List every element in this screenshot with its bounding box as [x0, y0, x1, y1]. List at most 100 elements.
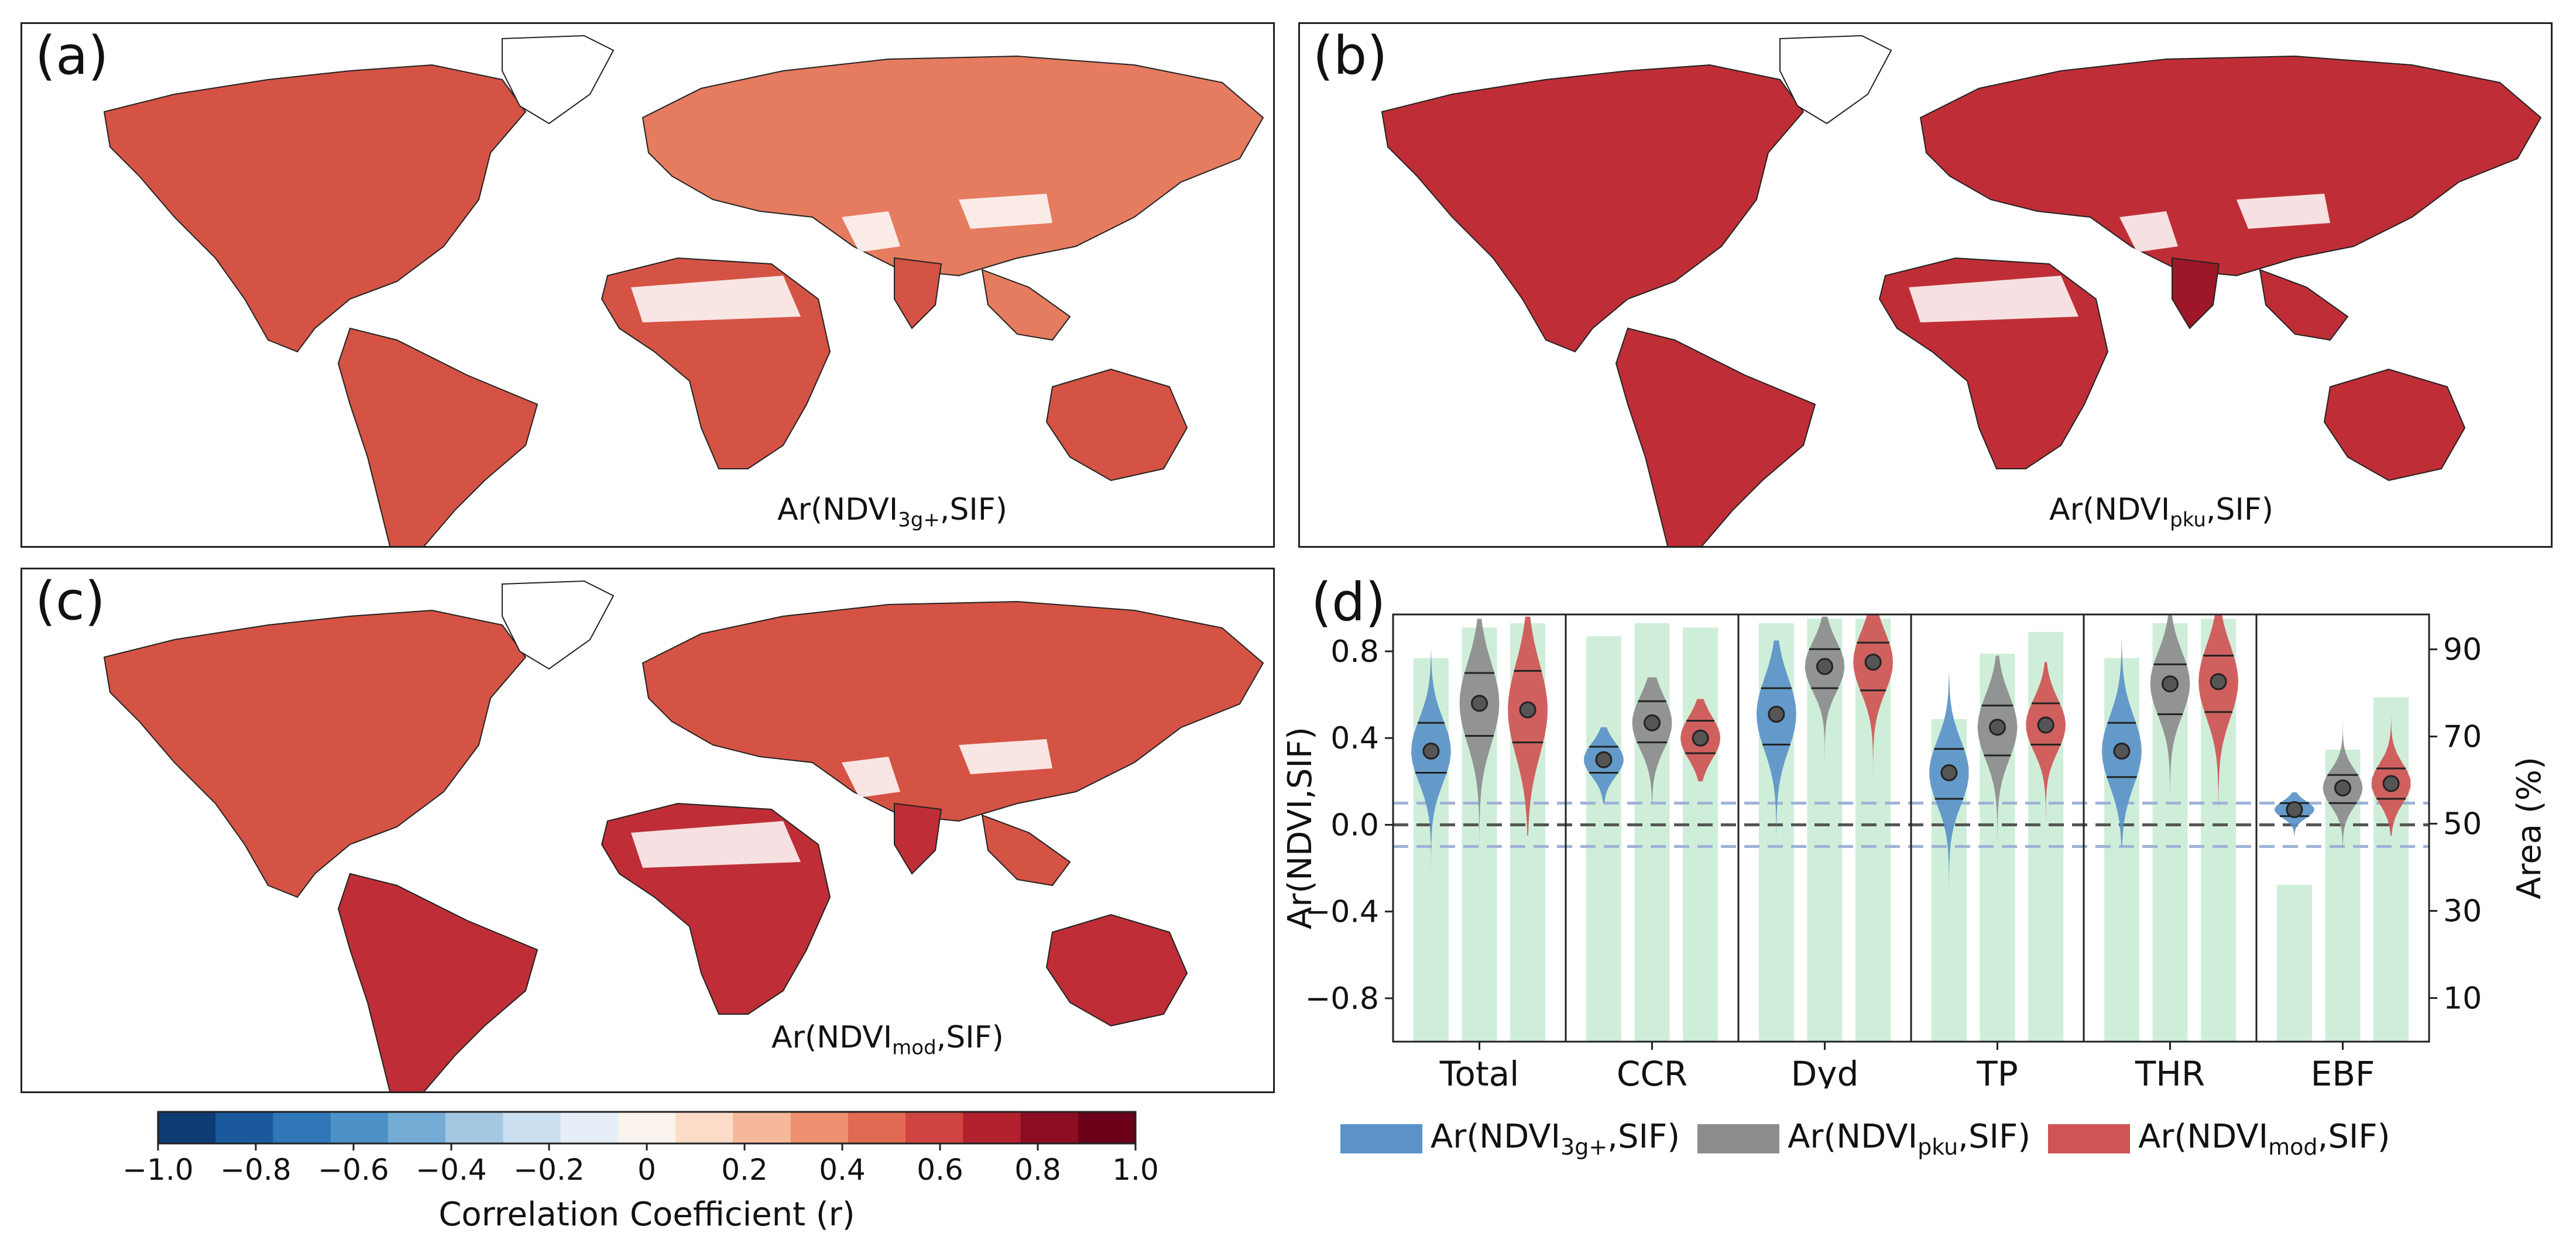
map-label-c: Ar(NDVImod,SIF) — [771, 1020, 1004, 1060]
colorbar-segment — [848, 1112, 906, 1143]
continent-se-asia — [981, 269, 1071, 341]
mean-marker — [2113, 742, 2131, 760]
map-panel-b: (b) Ar(NDVIpku,SIF) — [1298, 22, 2553, 548]
violin-body — [2198, 614, 2239, 814]
map-land-group — [103, 580, 1264, 1091]
continent-india — [894, 257, 942, 329]
y-tick-label: −0.4 — [1305, 895, 1379, 930]
mean-marker — [1940, 764, 1958, 782]
colorbar-tick-label: 0.4 — [819, 1153, 866, 1187]
colorbar-segment — [905, 1112, 963, 1143]
area-bar — [1586, 636, 1621, 1042]
colorbar-segment — [618, 1112, 676, 1143]
colorbar-segment — [503, 1112, 561, 1143]
continent-se-asia — [2259, 269, 2349, 341]
colorbar-segment — [330, 1112, 389, 1143]
mean-marker — [1989, 719, 2006, 736]
y-tick-label: 0.4 — [1330, 721, 1379, 756]
colorbar-label: Correlation Coefficient (r) — [438, 1196, 855, 1234]
continent-greenland — [1779, 35, 1892, 125]
x-tick-label: CCR — [1617, 1054, 1687, 1088]
violin-body — [2323, 705, 2363, 847]
legend-item-mod: Ar(NDVImod,SIF) — [2048, 1118, 2390, 1160]
legend-swatch-mod — [2048, 1124, 2131, 1154]
continent-greenland — [502, 580, 615, 670]
desert-1 — [842, 757, 900, 798]
colorbar-tick-label: −1.0 — [122, 1153, 193, 1187]
map-label-b: Ar(NDVIpku,SIF) — [2049, 492, 2274, 532]
desert-1 — [842, 211, 900, 252]
violin-body — [1632, 677, 1672, 803]
colorbar-segment — [733, 1112, 791, 1143]
colorbar-tick-label: 1.0 — [1112, 1153, 1159, 1187]
colorbar-tick-label: −0.8 — [220, 1153, 291, 1187]
area-bar — [2276, 884, 2312, 1042]
violin-body — [1929, 673, 1969, 901]
desert-2 — [959, 194, 1052, 229]
colorbar-tick-label: −0.2 — [513, 1153, 584, 1187]
y-axis-label: Ar(NDVI,SIF) — [1281, 727, 1319, 929]
continent-greenland — [502, 35, 615, 125]
mean-marker — [2334, 779, 2351, 796]
colorbar-segment — [963, 1112, 1021, 1143]
world-map-c — [103, 580, 1264, 1091]
y2-tick-label: 70 — [2443, 720, 2482, 755]
y-tick-label: 0.0 — [1330, 808, 1379, 843]
map-land-group — [1381, 35, 2542, 546]
legend-swatch-3g — [1340, 1124, 1422, 1154]
legend-label-3g: Ar(NDVI3g+,SIF) — [1431, 1118, 1680, 1160]
y2-tick-label: 30 — [2443, 894, 2482, 929]
mean-marker — [1422, 742, 1440, 760]
desert-1 — [2119, 211, 2178, 252]
legend-label-pku: Ar(NDVIpku,SIF) — [1788, 1118, 2031, 1160]
violin-body — [2150, 614, 2190, 825]
colorbar-segment — [1020, 1112, 1079, 1143]
violin-body — [1805, 616, 1845, 825]
continent-australia — [1045, 368, 1188, 482]
desert-2 — [959, 739, 1052, 774]
colorbar-segment — [215, 1112, 273, 1143]
map-land-group — [103, 35, 1264, 546]
mean-marker — [2162, 675, 2179, 693]
legend-item-3g: Ar(NDVI3g+,SIF) — [1340, 1118, 1680, 1160]
x-tick-label: THR — [2135, 1054, 2205, 1088]
x-tick-label: EBF — [2311, 1054, 2375, 1088]
mean-marker — [1816, 658, 1833, 675]
mean-marker — [2286, 801, 2303, 819]
panel-tag-b: (b) — [1313, 25, 1388, 87]
world-map-a — [103, 35, 1264, 546]
legend-swatch-pku — [1697, 1124, 1780, 1154]
y2-tick-label: 10 — [2443, 981, 2482, 1016]
mean-marker — [1519, 701, 1536, 719]
colorbar-segment — [158, 1112, 216, 1143]
violin-body — [1977, 655, 2018, 847]
colorbar-tick-label: −0.4 — [416, 1153, 486, 1187]
y-tick-label: 0.8 — [1330, 634, 1379, 669]
desert-0 — [1909, 276, 2078, 322]
continent-south-america — [337, 873, 538, 1091]
continent-eurasia — [1919, 55, 2542, 277]
map-panel-c: (c) Ar(NDVImod,SIF) — [20, 568, 1275, 1093]
mean-marker — [1595, 751, 1613, 768]
desert-0 — [631, 276, 801, 322]
continent-australia — [2323, 368, 2466, 482]
violin-body — [1853, 614, 1894, 803]
colorbar-segment — [387, 1112, 446, 1143]
violin-body — [2371, 640, 2411, 836]
continent-india — [894, 802, 942, 875]
continent-india — [2172, 257, 2220, 329]
mean-marker — [1768, 705, 1785, 723]
continent-australia — [1045, 913, 1188, 1027]
panel-tag-d: (d) — [1311, 572, 1386, 633]
colorbar-segment — [675, 1112, 733, 1143]
legend-item-pku: Ar(NDVIpku,SIF) — [1697, 1118, 2030, 1160]
continent-se-asia — [981, 814, 1071, 887]
colorbar-tick-label: 0.2 — [721, 1153, 768, 1187]
violin-body — [1411, 651, 1451, 873]
continent-eurasia — [642, 600, 1264, 822]
continent-south-america — [1615, 327, 1816, 546]
y2-tick-label: 50 — [2443, 807, 2482, 842]
mean-marker — [2210, 673, 2227, 691]
mean-marker — [1644, 714, 1661, 731]
mean-marker — [1692, 729, 1709, 747]
